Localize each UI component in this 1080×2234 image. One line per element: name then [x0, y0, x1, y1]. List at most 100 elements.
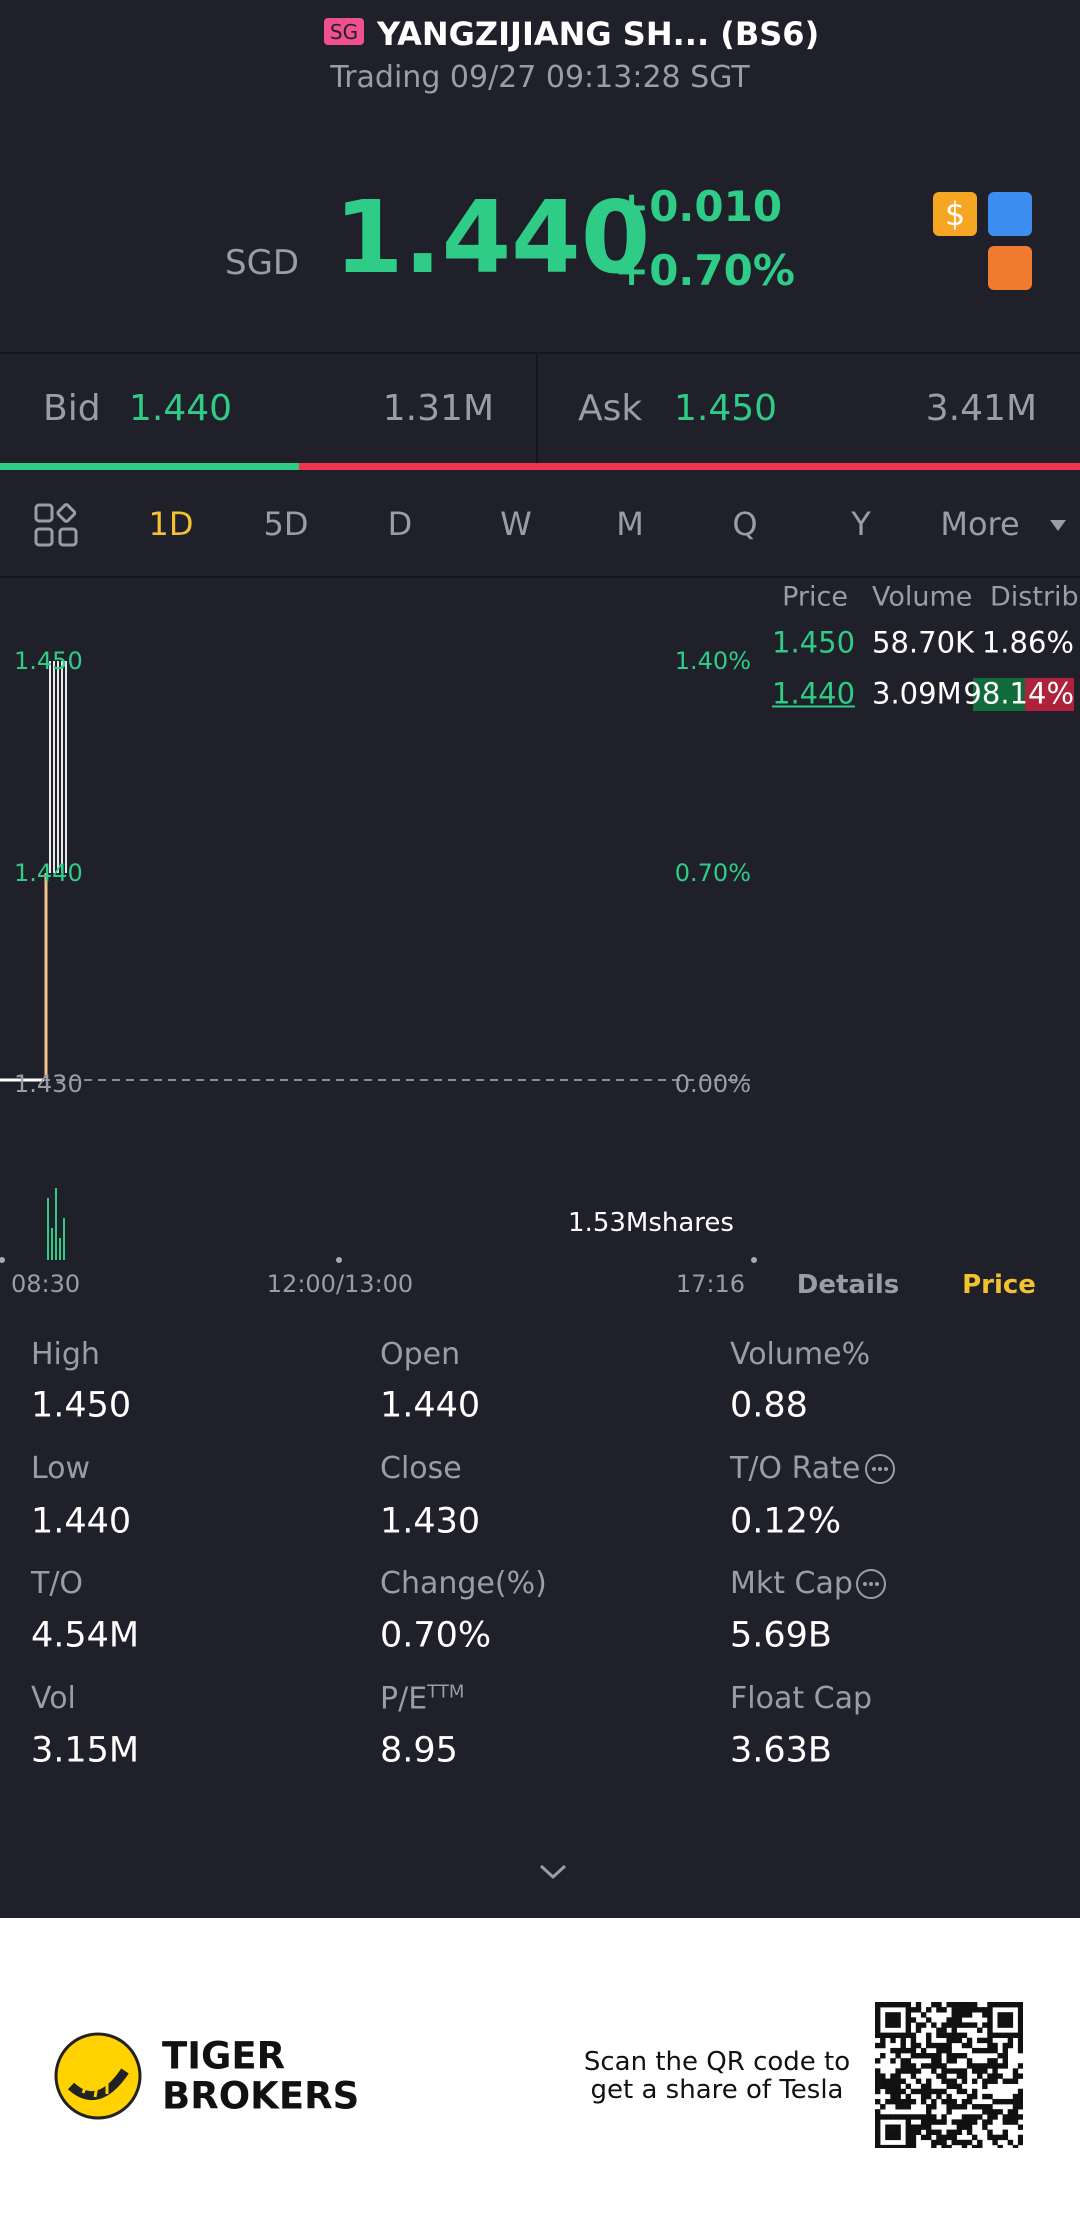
qr-module: [982, 2109, 988, 2115]
qr-module: [890, 2129, 896, 2135]
qr-module: [956, 2068, 963, 2074]
qr-module: [977, 2073, 983, 2079]
qr-module: [977, 2037, 983, 2044]
period-tab[interactable]: Y: [851, 505, 871, 543]
order-book-header: Price: [782, 581, 848, 613]
qr-module: [946, 2037, 952, 2044]
qr-module: [941, 2027, 947, 2033]
period-tab[interactable]: 1D: [148, 505, 194, 543]
period-tab[interactable]: 5D: [263, 505, 309, 543]
qr-module: [961, 2042, 968, 2049]
period-tab[interactable]: M: [616, 505, 644, 543]
qr-module: [941, 2022, 947, 2028]
qr-module: [941, 2047, 947, 2054]
qr-module: [941, 2098, 947, 2105]
stat-label: P/ETTM: [380, 1681, 465, 1717]
qr-module: [997, 2002, 1003, 2008]
qr-module: [956, 2124, 963, 2130]
qr-module: [941, 2119, 947, 2125]
stat-value: 3.15M: [31, 1730, 140, 1771]
qr-module: [987, 2002, 993, 2008]
stat-label: Mkt Cap: [730, 1566, 853, 1601]
qr-module: [1007, 2119, 1014, 2125]
qr-module: [890, 2124, 896, 2130]
qr-module: [931, 2114, 937, 2120]
qr-module: [936, 2042, 942, 2049]
qr-module: [905, 2124, 912, 2130]
share-icon[interactable]: [988, 246, 1032, 290]
qr-module: [951, 2083, 957, 2090]
qr-module: [961, 2104, 968, 2110]
qr-module: [971, 2093, 978, 2100]
qr-module: [880, 2002, 886, 2008]
info-icon[interactable]: [855, 1568, 887, 1600]
qr-module: [1017, 2022, 1023, 2028]
qr-module: [951, 2007, 957, 2013]
qr-module: [895, 2134, 901, 2141]
qr-module: [910, 2098, 917, 2105]
currency: SGD: [225, 243, 300, 283]
dollar-icon[interactable]: $: [933, 192, 977, 236]
qr-module: [956, 2017, 963, 2023]
qr-module: [915, 2002, 922, 2008]
qr-module: [987, 2119, 993, 2125]
qr-module: [946, 2047, 952, 2054]
qr-module: [915, 2042, 922, 2049]
qr-module: [946, 2083, 952, 2090]
order-book-cell: 1.86%: [981, 625, 1074, 660]
expand-chevron[interactable]: [537, 1862, 569, 1882]
qr-module: [1007, 2002, 1014, 2008]
trading-status: Trading 09/27 09:13:28 SGT: [330, 60, 750, 95]
qr-module: [936, 2032, 942, 2039]
qr-module: [905, 2058, 912, 2064]
more-arrow[interactable]: [1050, 520, 1066, 531]
qr-module: [1017, 2012, 1023, 2018]
qr-module: [926, 2114, 932, 2120]
layout-icon[interactable]: [34, 503, 78, 547]
qr-module: [977, 2047, 983, 2054]
qr-module: [966, 2037, 973, 2044]
order-book-cell: 58.70K: [872, 625, 975, 660]
qr-module: [982, 2047, 988, 2054]
qr-module: [982, 2022, 988, 2028]
period-tab[interactable]: Q: [732, 505, 758, 543]
ask-size: 3.41M: [925, 388, 1037, 429]
stat-label: Float Cap: [730, 1681, 873, 1716]
qr-module: [992, 2042, 998, 2049]
qr-module: [875, 2114, 881, 2120]
qr-module: [1017, 2098, 1023, 2105]
qr-module: [982, 2037, 988, 2044]
detail-tab[interactable]: Price: [962, 1270, 1036, 1300]
qr-module: [1012, 2144, 1019, 2148]
qr-module: [961, 2053, 968, 2059]
qr-module: [1017, 2093, 1023, 2100]
brand-name: TIGER: [162, 2034, 286, 2078]
qr-module: [931, 2119, 937, 2125]
qr-module: [966, 2119, 973, 2125]
qr-module: [966, 2114, 973, 2120]
qr-module: [936, 2027, 942, 2033]
qr-module: [915, 2022, 922, 2028]
qr-module: [900, 2144, 906, 2148]
qr-module: [941, 2042, 947, 2049]
qr-module: [910, 2134, 917, 2141]
qr-module: [880, 2032, 886, 2039]
qr-module: [890, 2114, 896, 2120]
qr-module: [890, 2058, 896, 2064]
stat-label: Open: [380, 1337, 461, 1372]
qr-module: [926, 2017, 932, 2023]
period-tab[interactable]: More: [940, 505, 1020, 543]
qr-module: [971, 2119, 978, 2125]
qr-module: [997, 2017, 1003, 2023]
flash-icon[interactable]: [988, 192, 1032, 236]
info-icon[interactable]: [864, 1453, 896, 1485]
qr-module: [936, 2073, 942, 2079]
qr-module: [961, 2124, 968, 2130]
period-tab[interactable]: D: [387, 505, 413, 543]
qr-module: [875, 2144, 881, 2148]
qr-module: [890, 2098, 896, 2105]
period-tab[interactable]: W: [500, 505, 532, 543]
detail-tab[interactable]: Details: [796, 1270, 900, 1300]
qr-module: [895, 2068, 901, 2074]
